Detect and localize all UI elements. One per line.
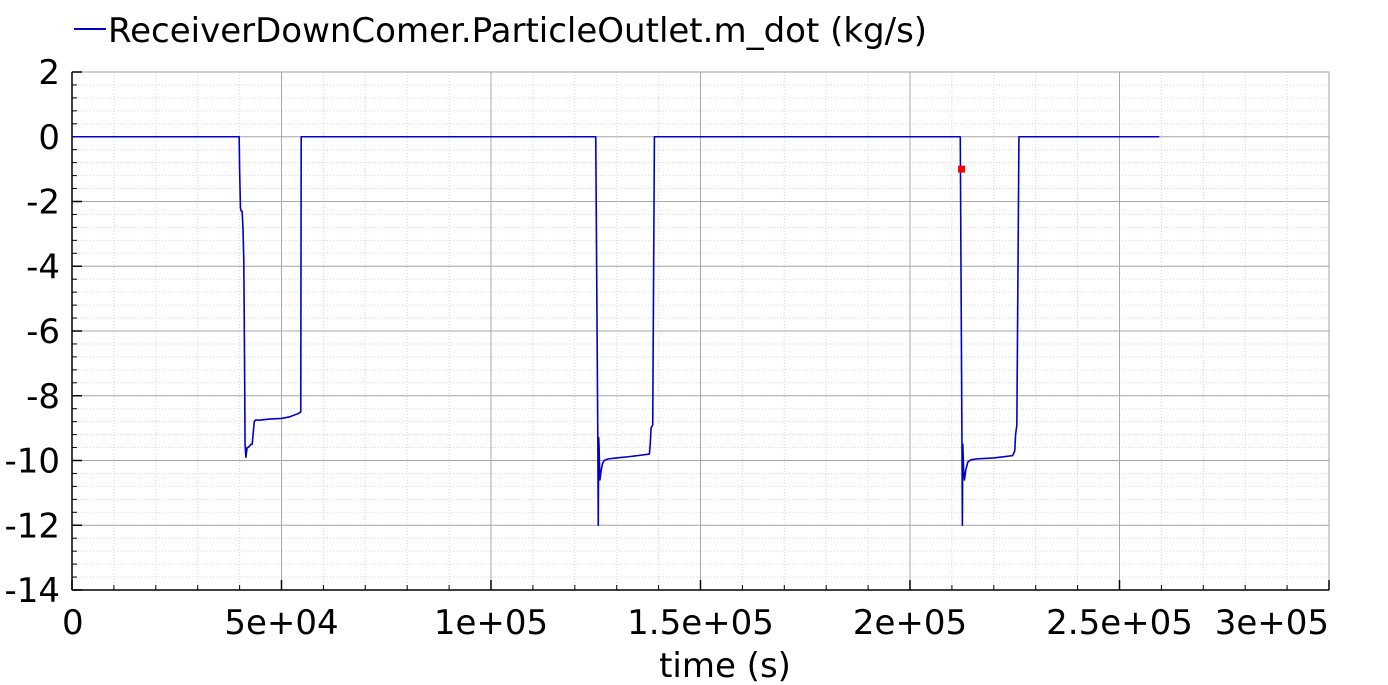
legend-label: ReceiverDownComer.ParticleOutlet.m_dot (… [108, 11, 927, 51]
legend: ReceiverDownComer.ParticleOutlet.m_dot (… [74, 11, 927, 51]
y-tick-label: -10 [4, 442, 60, 482]
major-grid [71, 71, 1330, 591]
x-tick-label: 2e+05 [853, 603, 967, 643]
y-tick-label: -14 [4, 571, 60, 611]
y-tick-label: -8 [26, 377, 60, 417]
marker-point [958, 165, 966, 173]
y-tick-label: -2 [26, 183, 60, 223]
y-tick-label: 0 [38, 118, 60, 158]
y-tick-labels: 2 0 -2 -4 -6 -8 -10 -12 -14 [4, 53, 60, 611]
x-tick-label: 1.5e+05 [627, 603, 774, 643]
x-tick-label: 5e+04 [224, 603, 338, 643]
x-tick-label: 0 [62, 603, 84, 643]
annotation-layer [958, 165, 966, 173]
axis-ticks [71, 71, 1330, 591]
x-tick-label: 2.5e+05 [1046, 603, 1193, 643]
series-layer [72, 135, 1160, 527]
x-axis-title: time (s) [659, 646, 791, 685]
y-tick-label: -12 [4, 506, 60, 546]
x-tick-label: 1e+05 [434, 603, 548, 643]
x-tick-labels: 0 5e+04 1e+05 1.5e+05 2e+05 2.5e+05 3e+05 [62, 603, 1329, 643]
y-tick-label: 2 [38, 53, 60, 93]
x-tick-label: 3e+05 [1215, 603, 1329, 643]
y-tick-label: -6 [26, 312, 60, 352]
y-tick-label: -4 [26, 247, 60, 287]
series-line [72, 135, 1160, 527]
